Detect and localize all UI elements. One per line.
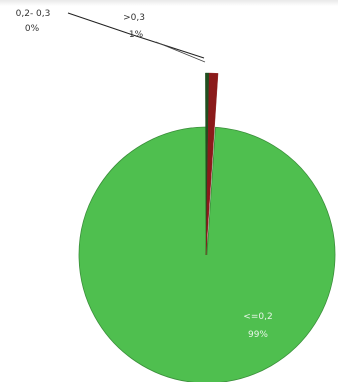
leader-line-gt-0-3 <box>155 41 206 63</box>
pie-slice-le-0-2 <box>78 126 336 382</box>
pie-slice-gt-0-3 <box>205 72 219 256</box>
leader-line-0-2-0-3 <box>67 12 205 59</box>
data-label-0-2-0-3-name: 0,2- 0,3 <box>16 9 51 19</box>
data-label-le-0-2-name: <=0,2 <box>243 312 272 322</box>
data-label-gt-0-3-name: >0,3 <box>123 13 145 23</box>
data-label-le-0-2-percent: 99% <box>248 330 268 340</box>
image-top-edge <box>0 0 338 6</box>
data-label-0-2-0-3-percent: 0% <box>25 24 40 34</box>
data-label-gt-0-3-percent: 1% <box>129 30 144 40</box>
